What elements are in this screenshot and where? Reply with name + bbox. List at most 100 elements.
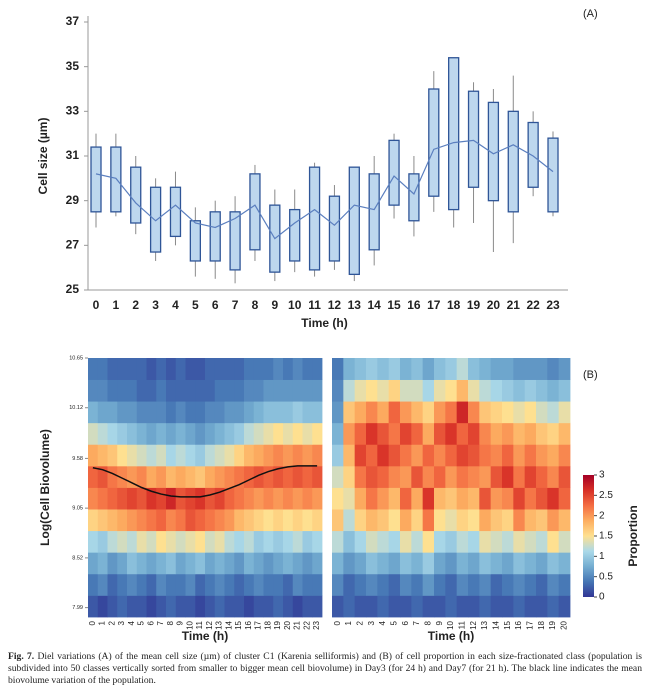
heat-cell (513, 573, 526, 596)
heat-cell (434, 422, 446, 445)
heat-cell (456, 530, 469, 553)
heat-cell (146, 509, 157, 532)
heat-cell (377, 487, 390, 510)
heat-cell (377, 552, 390, 575)
heat-cell (468, 573, 480, 596)
heat-cell (273, 358, 284, 380)
x-tick-label: 4 (378, 620, 387, 625)
y-tick-label: 10.12 (69, 405, 83, 411)
heat-cell (536, 465, 548, 488)
heat-cell (195, 401, 206, 424)
heat-cell (312, 595, 323, 618)
heat-cell (400, 487, 412, 510)
y-tick-label: 25 (66, 282, 80, 296)
heat-cell (292, 595, 303, 618)
heat-cell (388, 422, 401, 445)
heat-cell (302, 509, 313, 532)
heat-cell (513, 444, 526, 467)
heat-cell (502, 487, 514, 510)
heat-cell (332, 573, 344, 596)
heat-cell (422, 595, 435, 618)
heat-cell (166, 465, 177, 488)
heat-cell (400, 530, 412, 553)
heat-cell (156, 595, 167, 618)
y-tick-label: 7.99 (72, 605, 83, 611)
heat-cell (146, 358, 157, 380)
heat-cell (273, 487, 284, 510)
heat-cell (283, 595, 294, 618)
x-tick-label: 18 (263, 620, 272, 629)
y-tick-label: 29 (66, 193, 80, 207)
heat-cell (388, 595, 401, 618)
heat-cell (468, 465, 480, 488)
heat-cell (234, 422, 245, 445)
heat-cell (88, 422, 99, 445)
colorbar-tick-label: 0.5 (599, 571, 613, 582)
heat-cell (434, 509, 446, 532)
heat-cell (366, 552, 378, 575)
heat-cell (136, 465, 147, 488)
heat-cell (283, 552, 294, 575)
heat-cell (117, 509, 128, 532)
heat-cell (283, 487, 294, 510)
heat-cell (377, 465, 390, 488)
heat-cell (479, 509, 492, 532)
heat-cell (456, 401, 469, 424)
x-tick-label: 19 (273, 620, 282, 629)
heat-cell (558, 444, 571, 467)
heat-cell (234, 444, 245, 467)
heat-cell (388, 444, 401, 467)
heat-cell (343, 487, 356, 510)
heat-cell (388, 509, 401, 532)
heat-cell (547, 509, 560, 532)
heat-cell (292, 509, 303, 532)
heat-cell (445, 444, 458, 467)
heat-cell (502, 358, 514, 380)
heat-cell (536, 530, 548, 553)
heat-cell (185, 358, 196, 380)
heat-cell (127, 573, 138, 596)
heat-cell (273, 595, 284, 618)
heat-cell (513, 487, 526, 510)
heat-cell (136, 573, 147, 596)
heat-cell (388, 552, 401, 575)
heat-cell (377, 401, 390, 424)
heat-cell (117, 530, 128, 553)
heat-cell (117, 422, 128, 445)
heat-cell (422, 465, 435, 488)
heat-cell (263, 530, 274, 553)
heat-cell (214, 595, 225, 618)
heat-cell (377, 573, 390, 596)
box (527, 121, 539, 188)
heat-cell (214, 552, 225, 575)
heat-cell (490, 401, 503, 424)
heat-cell (445, 552, 458, 575)
heat-cell (411, 379, 424, 402)
heat-cell (253, 358, 264, 380)
heat-cell (411, 487, 424, 510)
heat-cell (234, 552, 245, 575)
heat-cell (422, 552, 435, 575)
x-tick-label: 0 (333, 620, 342, 625)
heat-cell (97, 552, 108, 575)
heat-cell (400, 552, 412, 575)
heat-cell (244, 379, 255, 402)
heat-cell (214, 465, 225, 488)
heat-cell (117, 552, 128, 575)
heat-cell (468, 509, 480, 532)
heat-cell (107, 465, 118, 488)
x-tick-label: 10 (446, 620, 455, 629)
heat-cell (400, 573, 412, 596)
heat-cell (411, 509, 424, 532)
heat-cell (97, 379, 108, 402)
heat-cell (513, 422, 526, 445)
colorbar-tick-label: 1 (599, 551, 605, 562)
heat-cell (117, 358, 128, 380)
heat-cell (136, 487, 147, 510)
heat-cell (332, 358, 344, 380)
heat-cell (490, 379, 503, 402)
heat-cell (175, 465, 186, 488)
box (249, 173, 261, 251)
heat-cell (283, 573, 294, 596)
heat-cell (456, 358, 469, 380)
